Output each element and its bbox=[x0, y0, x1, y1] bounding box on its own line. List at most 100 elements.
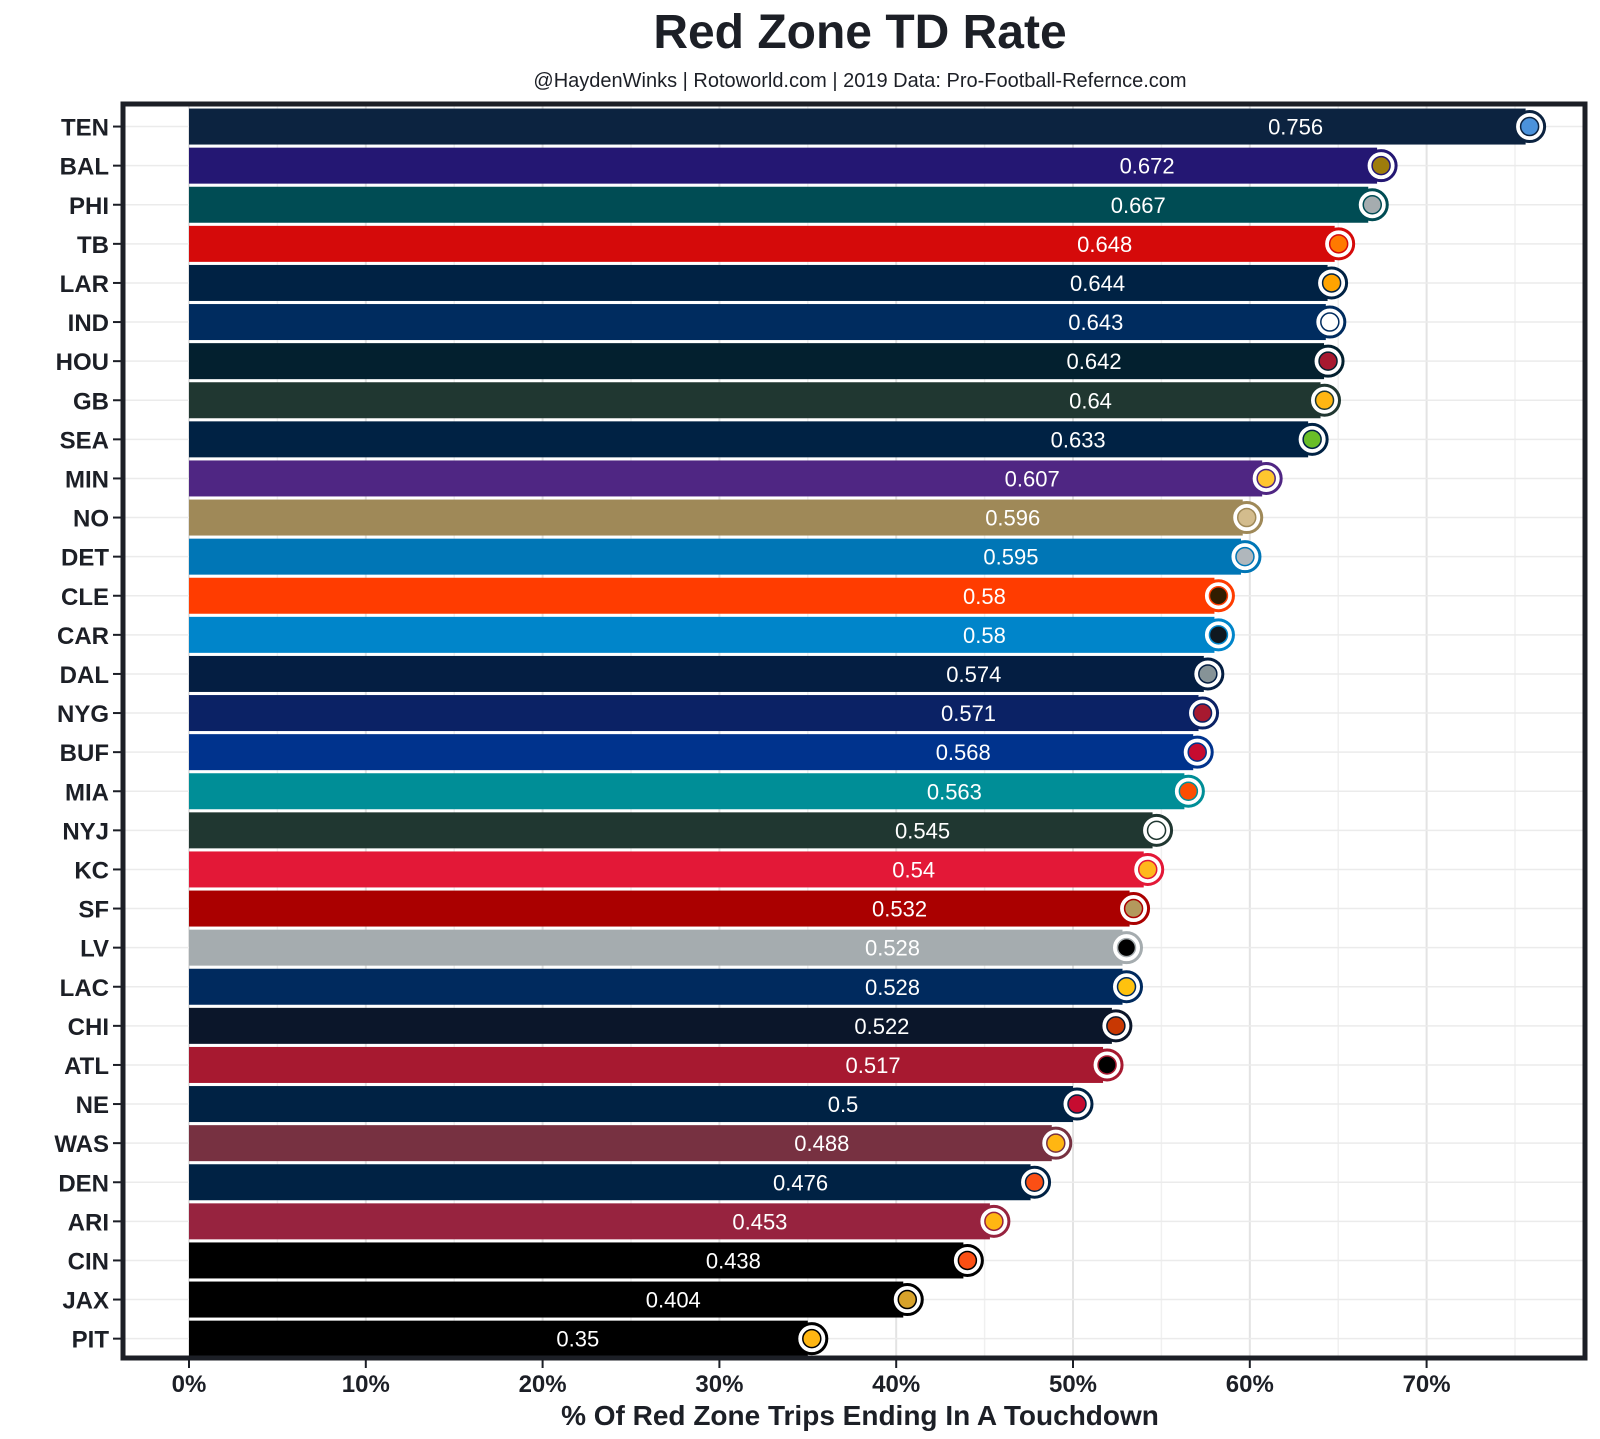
team-logo-det-icon bbox=[1228, 540, 1262, 574]
y-tick-label-lac: LAC bbox=[60, 975, 109, 1002]
team-logo-was-icon bbox=[1039, 1126, 1073, 1160]
bar-car bbox=[189, 616, 1215, 653]
bar-ten bbox=[189, 108, 1526, 145]
team-logo-bal-icon bbox=[1364, 149, 1398, 183]
bar-pit bbox=[189, 1320, 808, 1357]
value-label-cle: 0.58 bbox=[963, 584, 1006, 609]
value-label-chi: 0.522 bbox=[854, 1014, 909, 1039]
bar-det bbox=[189, 538, 1241, 575]
team-logo-lar-icon bbox=[1315, 266, 1349, 300]
value-label-den: 0.476 bbox=[773, 1170, 828, 1195]
bar-nyg bbox=[189, 695, 1199, 732]
bar-hou bbox=[189, 343, 1325, 380]
y-tick-label-jax: JAX bbox=[62, 1288, 109, 1315]
team-logo-lv-icon bbox=[1110, 931, 1144, 965]
y-tick-label-hou: HOU bbox=[56, 349, 109, 376]
team-logo-mia-icon bbox=[1171, 774, 1205, 808]
value-label-ari: 0.453 bbox=[732, 1209, 787, 1234]
y-tick-label-bal: BAL bbox=[60, 154, 109, 181]
team-logo-min-icon bbox=[1249, 461, 1283, 495]
bar-bal bbox=[189, 147, 1378, 184]
value-label-lac: 0.528 bbox=[865, 975, 920, 1000]
bar-chi bbox=[189, 1007, 1112, 1044]
team-logo-lac-icon bbox=[1110, 970, 1144, 1004]
value-label-pit: 0.35 bbox=[556, 1327, 599, 1352]
value-label-ten: 0.756 bbox=[1268, 115, 1323, 140]
y-tick-label-lar: LAR bbox=[60, 271, 109, 298]
value-label-ind: 0.643 bbox=[1068, 310, 1123, 335]
value-label-gb: 0.64 bbox=[1069, 388, 1112, 413]
value-label-jax: 0.404 bbox=[646, 1288, 701, 1313]
team-logo-jax-icon bbox=[890, 1283, 924, 1317]
team-logo-dal-icon bbox=[1191, 657, 1225, 691]
value-label-bal: 0.672 bbox=[1120, 154, 1175, 179]
value-label-no: 0.596 bbox=[985, 506, 1040, 531]
y-tick-label-car: CAR bbox=[57, 623, 109, 650]
chart-subtitle: @HaydenWinks | Rotoworld.com | 2019 Data… bbox=[533, 70, 1186, 92]
y-tick-label-phi: PHI bbox=[69, 193, 109, 220]
value-label-was: 0.488 bbox=[794, 1131, 849, 1156]
team-logo-ari-icon bbox=[977, 1204, 1011, 1238]
bar-ari bbox=[189, 1203, 990, 1240]
bar-no bbox=[189, 499, 1243, 536]
x-tick-label: 50% bbox=[1049, 1371, 1097, 1398]
y-tick-label-buf: BUF bbox=[60, 740, 109, 767]
team-logo-sea-icon bbox=[1295, 422, 1329, 456]
team-logo-phi-icon bbox=[1355, 188, 1389, 222]
team-label-layer: TEN BAL PHI TB LAR IND HOU GB SEA MIN NO DET CLE CAR D… bbox=[54, 115, 123, 1354]
y-tick-label-tb: TB bbox=[77, 232, 109, 259]
value-label-atl: 0.517 bbox=[846, 1053, 901, 1078]
x-tick-label: 20% bbox=[519, 1371, 567, 1398]
bar-kc bbox=[189, 851, 1144, 888]
y-tick-label-sf: SF bbox=[78, 897, 109, 924]
y-tick-label-dal: DAL bbox=[60, 662, 109, 689]
y-tick-label-den: DEN bbox=[58, 1170, 109, 1197]
value-label-dal: 0.574 bbox=[946, 662, 1001, 687]
x-tick-label: 60% bbox=[1226, 1371, 1274, 1398]
y-tick-label-cle: CLE bbox=[61, 584, 109, 611]
value-label-car: 0.58 bbox=[963, 623, 1006, 648]
team-logo-nyj-icon bbox=[1140, 813, 1174, 847]
y-tick-label-lv: LV bbox=[80, 936, 109, 963]
x-tick-label: 30% bbox=[695, 1371, 743, 1398]
y-tick-label-ten: TEN bbox=[61, 115, 109, 142]
value-label-nyg: 0.571 bbox=[941, 701, 996, 726]
bar-den bbox=[189, 1164, 1031, 1201]
bar-lac bbox=[189, 968, 1123, 1005]
y-tick-label-min: MIN bbox=[65, 466, 109, 493]
bar-ne bbox=[189, 1086, 1073, 1123]
bar-sf bbox=[189, 890, 1130, 927]
value-label-mia: 0.563 bbox=[927, 779, 982, 804]
x-tick-label: 10% bbox=[342, 1371, 390, 1398]
team-logo-hou-icon bbox=[1311, 344, 1345, 378]
bar-nyj bbox=[189, 812, 1153, 849]
value-label-sea: 0.633 bbox=[1051, 427, 1106, 452]
y-tick-label-was: WAS bbox=[54, 1131, 109, 1158]
team-logo-cle-icon bbox=[1201, 579, 1235, 613]
bar-layer bbox=[189, 108, 1526, 1357]
bar-mia bbox=[189, 773, 1185, 810]
value-label-phi: 0.667 bbox=[1111, 193, 1166, 218]
x-tick-label: 0% bbox=[172, 1371, 207, 1398]
value-label-lv: 0.528 bbox=[865, 936, 920, 961]
y-tick-label-nyj: NYJ bbox=[62, 818, 109, 845]
value-label-sf: 0.532 bbox=[872, 897, 927, 922]
y-tick-label-cin: CIN bbox=[68, 1248, 109, 1275]
y-tick-label-ind: IND bbox=[68, 310, 109, 337]
bar-ind bbox=[189, 304, 1326, 341]
bar-tb bbox=[189, 225, 1335, 262]
x-tick-label: 70% bbox=[1403, 1371, 1451, 1398]
bar-jax bbox=[189, 1281, 904, 1318]
team-logo-ten-icon bbox=[1513, 110, 1547, 144]
x-axis-label: % Of Red Zone Trips Ending In A Touchdow… bbox=[561, 1400, 1159, 1431]
bar-atl bbox=[189, 1046, 1104, 1083]
y-tick-label-ari: ARI bbox=[68, 1209, 109, 1236]
value-label-layer: 0.756 0.672 0.667 0.648 0.644 0.643 0.642 0.64 0… bbox=[556, 115, 1323, 1352]
team-logo-atl-icon bbox=[1090, 1048, 1124, 1082]
y-tick-label-mia: MIA bbox=[65, 779, 109, 806]
team-logo-car-icon bbox=[1201, 618, 1235, 652]
value-label-tb: 0.648 bbox=[1077, 232, 1132, 257]
bar-cle bbox=[189, 577, 1215, 614]
team-logo-den-icon bbox=[1018, 1165, 1052, 1199]
